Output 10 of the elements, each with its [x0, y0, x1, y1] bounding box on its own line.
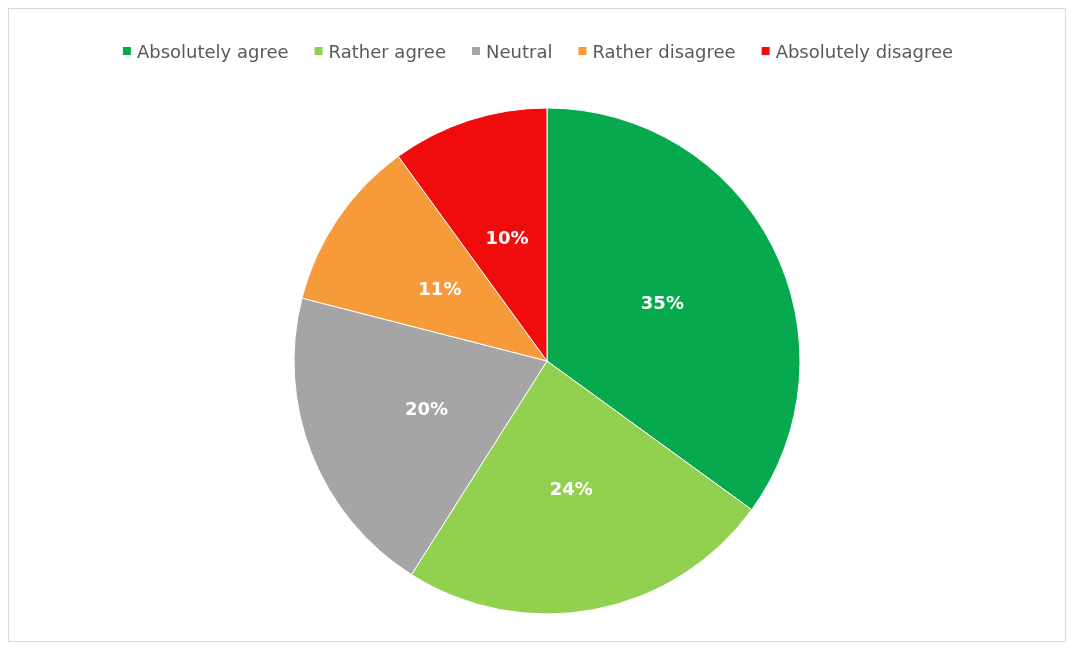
- data-label: 20%: [405, 398, 449, 420]
- legend-label: Absolutely disagree: [775, 40, 954, 62]
- legend-label: Rather agree: [328, 40, 446, 62]
- data-label: 10%: [485, 227, 529, 249]
- data-label: 11%: [418, 277, 462, 299]
- legend-label: Rather disagree: [592, 40, 736, 62]
- data-label: 35%: [640, 291, 684, 313]
- legend-label: Absolutely agree: [136, 40, 289, 62]
- legend-label: Neutral: [485, 40, 553, 62]
- data-label: 24%: [549, 477, 593, 499]
